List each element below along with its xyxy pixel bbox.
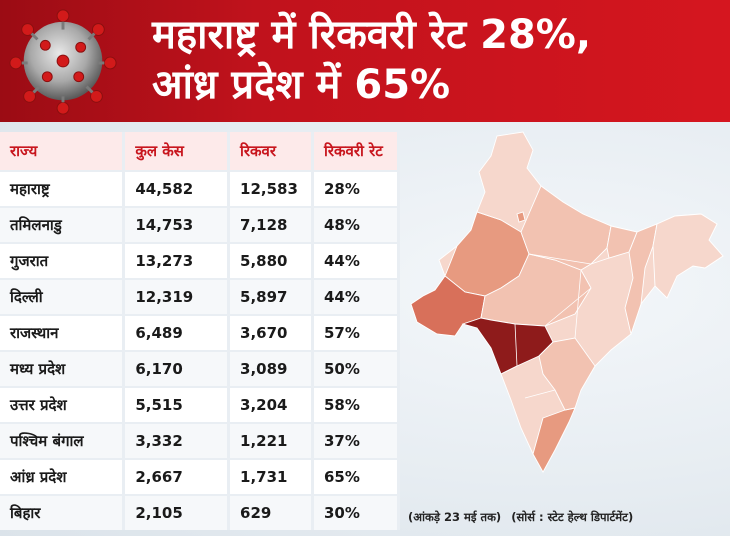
cell-state: तमिलनाडु (0, 206, 126, 243)
cell-recovery-rate: 50% (312, 350, 401, 387)
table-row: दिल्ली 12,319 5,897 44% (0, 278, 401, 315)
cell-total-cases: 2,667 (123, 458, 231, 495)
cell-recovered: 1,221 (228, 422, 314, 459)
table-row: गुजरात 13,273 5,880 44% (0, 242, 401, 279)
cell-total-cases: 5,515 (123, 386, 231, 423)
cell-recovery-rate: 44% (312, 242, 401, 279)
cell-recovery-rate: 28% (312, 170, 401, 207)
table-header-row: राज्य कुल केस रिकवर रिकवरी रेट (0, 132, 401, 171)
table-row: महाराष्ट्र 44,582 12,583 28% (0, 170, 401, 207)
cell-state: बिहार (0, 494, 126, 530)
cell-recovered: 3,089 (228, 350, 314, 387)
header-state: राज्य (0, 132, 126, 171)
cell-total-cases: 6,489 (123, 314, 231, 351)
table-row: मध्य प्रदेश 6,170 3,089 50% (0, 350, 401, 387)
header-recovery-rate: रिकवरी रेट (312, 132, 401, 171)
table-row: बिहार 2,105 629 30% (0, 494, 401, 530)
header-recovered: रिकवर (228, 132, 314, 171)
cell-recovery-rate: 48% (312, 206, 401, 243)
cell-state: उत्तर प्रदेश (0, 386, 126, 423)
cell-state: पश्चिम बंगाल (0, 422, 126, 459)
cell-recovery-rate: 58% (312, 386, 401, 423)
cell-recovered: 12,583 (228, 170, 314, 207)
cell-recovery-rate: 65% (312, 458, 401, 495)
table-row: उत्तर प्रदेश 5,515 3,204 58% (0, 386, 401, 423)
region-andhra-pradesh (538, 337, 596, 411)
cell-recovered: 5,880 (228, 242, 314, 279)
cell-state: दिल्ली (0, 278, 126, 315)
cell-recovered: 5,897 (228, 278, 314, 315)
footnote: (आंकड़े 23 मई तक) (सोर्स : स्टेट हेल्थ ड… (408, 510, 639, 525)
cell-total-cases: 3,332 (123, 422, 231, 459)
cell-recovery-rate: 37% (312, 422, 401, 459)
cell-total-cases: 12,319 (123, 278, 231, 315)
state-borders (476, 211, 610, 399)
cell-state: गुजरात (0, 242, 126, 279)
cell-recovery-rate: 44% (312, 278, 401, 315)
cell-total-cases: 13,273 (123, 242, 231, 279)
headline-line-2: आंध्र प्रदेश में 65% (152, 62, 451, 108)
india-map (410, 131, 724, 473)
source-note: (सोर्स : स्टेट हेल्थ डिपार्टमेंट) (511, 510, 634, 524)
region-north-east (652, 213, 724, 299)
cell-total-cases: 6,170 (123, 350, 231, 387)
cell-total-cases: 14,753 (123, 206, 231, 243)
header-banner: महाराष्ट्र में रिकवरी रेट 28%, आंध्र प्र… (0, 0, 730, 122)
cell-total-cases: 2,105 (123, 494, 231, 530)
cell-state: महाराष्ट्र (0, 170, 126, 207)
cell-state: मध्य प्रदेश (0, 350, 126, 387)
headline-line-1: महाराष्ट्र में रिकवरी रेट 28%, (152, 12, 592, 58)
cell-state: राजस्थान (0, 314, 126, 351)
table-body: महाराष्ट्र 44,582 12,583 28% तमिलनाडु 14,753 7… (0, 170, 401, 530)
header-total-cases: कुल केस (123, 132, 231, 171)
cell-recovery-rate: 30% (312, 494, 401, 530)
coronavirus-icon (9, 9, 117, 115)
cell-recovered: 629 (228, 494, 314, 530)
cell-recovered: 1,731 (228, 458, 314, 495)
recovery-table: राज्य कुल केस रिकवर रिकवरी रेट महाराष्ट्… (0, 132, 401, 530)
date-note: (आंकड़े 23 मई तक) (408, 510, 502, 524)
cell-state: आंध्र प्रदेश (0, 458, 126, 495)
region-delhi (516, 211, 526, 223)
headline: महाराष्ट्र में रिकवरी रेट 28%, आंध्र प्र… (152, 10, 722, 110)
cell-recovered: 7,128 (228, 206, 314, 243)
table-row: तमिलनाडु 14,753 7,128 48% (0, 206, 401, 243)
table-row: आंध्र प्रदेश 2,667 1,731 65% (0, 458, 401, 495)
cell-total-cases: 44,582 (123, 170, 231, 207)
region-bihar (606, 225, 638, 259)
cell-recovered: 3,204 (228, 386, 314, 423)
table-row: राजस्थान 6,489 3,670 57% (0, 314, 401, 351)
cell-recovered: 3,670 (228, 314, 314, 351)
table-row: पश्चिम बंगाल 3,332 1,221 37% (0, 422, 401, 459)
cell-recovery-rate: 57% (312, 314, 401, 351)
